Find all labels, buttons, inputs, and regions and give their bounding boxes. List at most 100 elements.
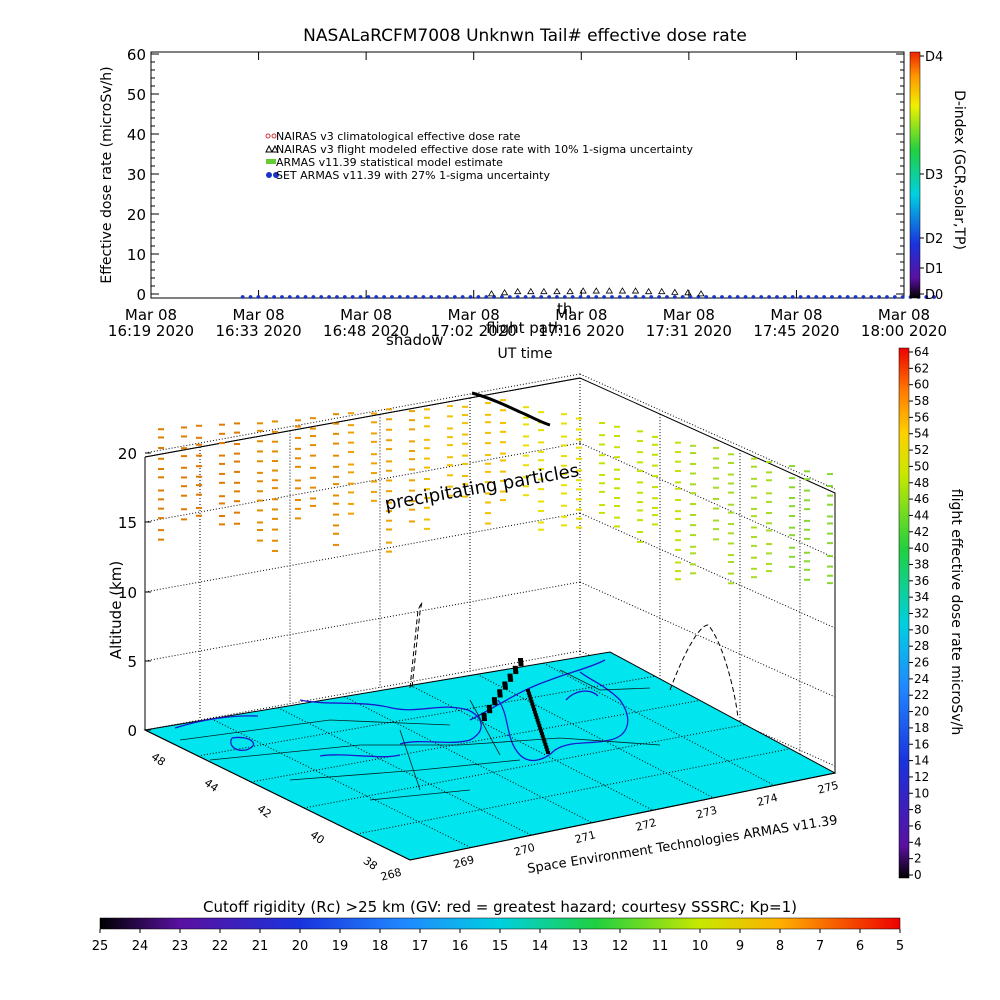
armas-point (287, 295, 292, 299)
y-tick-label: 50 (127, 86, 146, 104)
dose-tick-label: 34 (914, 590, 929, 604)
x-tick-time: 17:02 2020 (431, 322, 517, 340)
cutoff-tick-label: 8 (776, 939, 784, 954)
x-tick-time: 17:16 2020 (538, 322, 624, 340)
armas-point (429, 295, 434, 299)
cutoff-tick-label: 18 (372, 939, 389, 954)
longitude-tick-label: 270 (513, 841, 537, 859)
track-point (529, 699, 534, 703)
x-tick-date: Mar 08 (232, 306, 284, 324)
armas-point (892, 295, 897, 299)
track-point (518, 660, 524, 664)
x-axis-label: UT time (498, 346, 553, 362)
dose-tick-label: 16 (914, 737, 929, 751)
cutoff-tick-label: 13 (572, 939, 589, 954)
front-edges (144, 729, 836, 861)
armas-point (390, 295, 394, 299)
altitude-tick-label: 5 (127, 653, 137, 671)
armas-point (735, 295, 740, 299)
dose-tick-label: 10 (914, 786, 929, 800)
cutoff-ticks: 25 24 23 22 21 20 19 18 17 16 15 14 13 12 11 10 9 8 7 6 5 (92, 929, 904, 954)
dose-tick-label: 4 (914, 835, 922, 849)
x-tick-date: Mar 08 (340, 306, 392, 324)
armas-point (445, 295, 449, 299)
d-tick-label: D3 (925, 168, 943, 183)
chart-title: NASALaRCFM7008 Unknwn Tail# effective do… (303, 26, 747, 46)
nairas-point (618, 287, 627, 294)
track-point (481, 712, 487, 716)
latitude-tick-label: 48 (149, 750, 168, 769)
x-tick-date: Mar 08 (878, 306, 930, 324)
track-point (497, 689, 503, 693)
track-point (507, 676, 513, 680)
armas-point (822, 295, 827, 299)
dose-tick-label: 18 (914, 721, 929, 735)
longitude-tick-label: 274 (756, 791, 780, 809)
armas-point (657, 295, 662, 299)
armas-point (421, 295, 426, 299)
dose-tick-label: 44 (914, 508, 929, 522)
track-point (497, 694, 503, 698)
armas-point (782, 295, 787, 299)
annotation-shadow: shadow (386, 331, 443, 349)
armas-point (877, 295, 882, 299)
armas-point (720, 295, 724, 299)
track-point (507, 673, 513, 677)
armas-point (460, 295, 465, 299)
legend-label: NAIRAS v3 climatological effective dose … (276, 130, 521, 143)
dose-tick-label: 28 (914, 639, 929, 653)
dose-tick-label: 30 (914, 623, 929, 637)
x-tick-time: 17:31 2020 (646, 322, 732, 340)
track-point (544, 745, 549, 749)
nairas-point (658, 287, 666, 295)
armas-point (814, 295, 819, 299)
armas-point (704, 295, 709, 299)
track-point (539, 729, 544, 733)
armas-point (900, 295, 905, 299)
x-tick-time: 16:19 2020 (108, 322, 194, 340)
dose-tick-label: 52 (914, 443, 929, 457)
y-axis-label: Effective dose rate (microSv/h) (99, 66, 115, 283)
plot-frame (150, 51, 905, 299)
cutoff-tick-label: 6 (856, 939, 864, 954)
altitude-tick-label: 0 (127, 722, 137, 740)
track-point (502, 686, 508, 690)
longitude-tick-label: 268 (379, 866, 403, 884)
armas-point (476, 295, 481, 299)
wall-gridline (144, 512, 581, 593)
track-point (508, 678, 514, 682)
legend-symbol (266, 172, 279, 178)
wall-gridlines (144, 373, 836, 767)
armas-point (539, 295, 544, 299)
track-point (526, 689, 530, 692)
nairas-point (513, 287, 522, 295)
dose-rate-colorbar (898, 347, 910, 879)
armas-point (845, 295, 850, 299)
armas-point (625, 295, 630, 299)
dose-tick-label: 62 (914, 361, 929, 375)
track-point (542, 740, 547, 744)
track-point (533, 713, 538, 717)
longitude-ticks: 268 269 270 271 272 273 274 275 (379, 779, 840, 884)
armas-point (672, 295, 677, 299)
altitude-markers (158, 399, 833, 585)
cutoff-tick-label: 14 (532, 939, 549, 954)
dose-tick-label: 64 (914, 345, 929, 359)
armas-point (743, 295, 748, 299)
armas-point (798, 295, 803, 299)
series-layer (240, 287, 937, 299)
track-point (537, 724, 542, 728)
armas-point (602, 295, 607, 299)
armas-point (256, 295, 261, 299)
armas-point (319, 295, 324, 299)
dose-tick-label: 58 (914, 394, 929, 408)
armas-point (437, 295, 442, 299)
ground-gridline (476, 673, 714, 799)
armas-point (570, 295, 575, 299)
track-point (536, 721, 541, 725)
y-tick-label: 20 (127, 206, 146, 224)
armas-point (924, 295, 929, 299)
dose-tick-label: 22 (914, 688, 929, 702)
armas-point (790, 295, 795, 299)
d-index-label: D-index (GCR,solar,TP) (951, 90, 967, 250)
